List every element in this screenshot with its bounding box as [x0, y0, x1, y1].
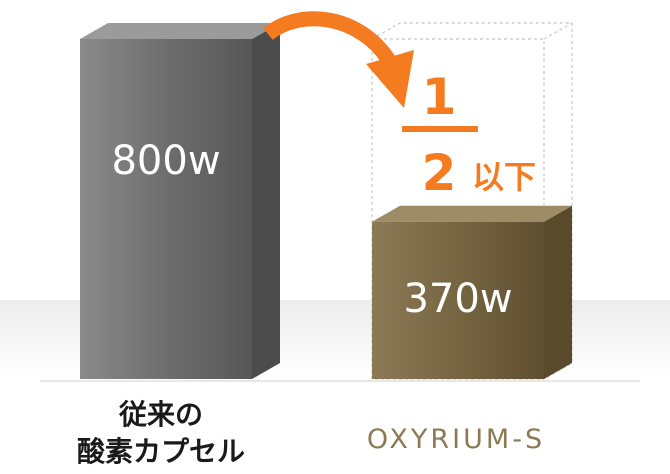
arrow-head — [366, 50, 414, 108]
annotation-denominator: 2 — [422, 144, 457, 202]
annotation-numerator: 1 — [422, 68, 457, 126]
bar-0 — [80, 39, 252, 379]
arrow-shaft — [263, 11, 397, 67]
bars-group: 800w 370w — [80, 22, 573, 380]
bar-top-0 — [80, 23, 280, 39]
bar-1 — [372, 221, 544, 379]
bar-top-1 — [372, 205, 572, 222]
category-label-conventional-line-0: 従来の — [118, 398, 203, 431]
ghost-bar-edge — [543, 22, 573, 40]
bar-side-0 — [252, 23, 280, 379]
category-label-conventional-line-1: 酸素カプセル — [77, 435, 245, 468]
annotation-suffix: 以下 — [472, 158, 536, 196]
category-label-oxyrium-logo: OXYRIUM-S — [367, 424, 545, 455]
bar-value-label-0: 800w — [111, 138, 220, 184]
bar-side-1 — [544, 205, 572, 379]
bar-value-label-1: 370w — [403, 276, 512, 322]
